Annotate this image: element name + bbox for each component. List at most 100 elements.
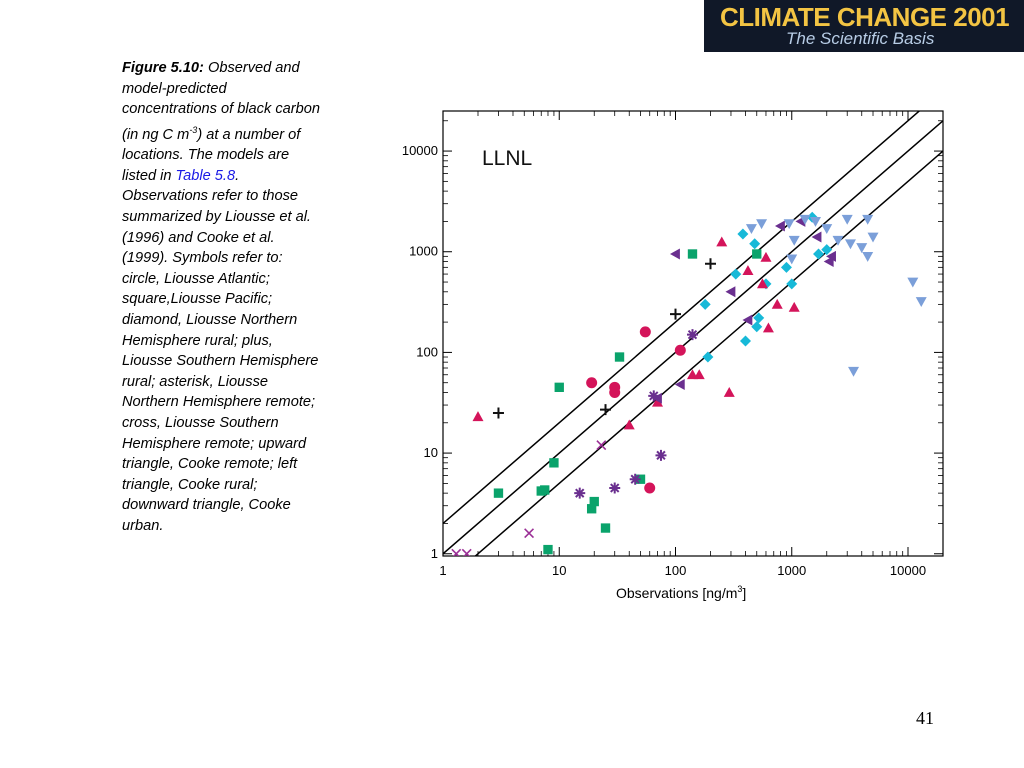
x-axis-label-sup: 3	[737, 584, 742, 594]
triangle-left-marker	[811, 231, 822, 243]
x-tick-label: 10000	[890, 563, 926, 578]
square-marker	[614, 352, 625, 362]
triangle-down-marker	[788, 235, 800, 246]
triangle-left-marker	[774, 220, 785, 232]
triangle-up-marker	[756, 278, 768, 289]
y-tick-label: 10000	[402, 143, 438, 158]
triangle-down-marker	[786, 254, 798, 265]
asterisk-marker	[629, 473, 641, 485]
square-marker	[600, 523, 611, 533]
triangle-down-marker	[756, 219, 768, 230]
square-marker	[554, 382, 564, 392]
banner-subtitle: The Scientific Basis	[786, 29, 935, 48]
cross-marker	[596, 440, 607, 451]
diamond-marker	[786, 278, 798, 290]
triangle-up-marker	[651, 396, 663, 407]
square-marker	[493, 488, 504, 498]
x-tick-label: 10	[552, 563, 566, 578]
triangle-down-marker	[907, 277, 919, 288]
square-marker	[586, 504, 597, 514]
triangle-left-marker	[725, 286, 736, 298]
diamond-marker	[730, 268, 742, 280]
diamond-marker	[780, 261, 792, 273]
y-tick-label: 1	[431, 546, 438, 561]
cross-marker	[461, 548, 472, 556]
asterisk-marker	[655, 449, 667, 461]
triangle-left-marker	[826, 250, 836, 262]
cross-marker	[451, 548, 462, 556]
triangle-down-marker	[844, 239, 856, 250]
triangle-down-marker	[862, 251, 874, 262]
diamond-marker	[751, 321, 763, 333]
triangle-left-marker	[674, 379, 685, 391]
diamond-marker	[753, 312, 765, 324]
triangle-left-marker	[670, 248, 680, 260]
table-link[interactable]: Table 5.8	[175, 167, 236, 184]
report-banner: CLIMATE CHANGE 2001 The Scientific Basis	[704, 0, 1024, 52]
caption-superscript: -3	[189, 124, 198, 135]
plot-frame	[442, 110, 944, 557]
triangle-up-marker	[742, 265, 754, 275]
triangle-down-marker	[856, 243, 868, 254]
asterisk-marker	[648, 390, 660, 402]
square-marker	[589, 496, 599, 507]
triangle-down-marker	[867, 232, 879, 243]
y-tick-label: 1000	[409, 244, 438, 259]
y-tick-label: 100	[416, 344, 438, 359]
circle-marker	[639, 326, 651, 338]
x-tick-label: 100	[665, 563, 687, 578]
chart-title: LLNL	[482, 147, 532, 170]
triangle-up-marker	[693, 369, 705, 380]
scatter-chart: 1 10 100 1000 10000 1 10 100 1000 10000 LLNL Obse…	[402, 110, 944, 601]
banner-title: CLIMATE CHANGE 2001	[720, 2, 1010, 32]
triangle-down-marker	[821, 224, 833, 235]
circle-marker	[644, 482, 656, 494]
triangle-up-marker	[771, 298, 783, 309]
figure-label: Figure 5.10:	[122, 60, 204, 76]
diamond-marker	[737, 228, 749, 240]
plus-marker	[704, 258, 716, 270]
triangle-down-marker	[799, 214, 811, 225]
asterisk-marker	[609, 482, 621, 494]
x-tick-label: 1000	[777, 563, 806, 578]
triangle-down-marker	[832, 235, 844, 246]
reference-line-1	[474, 150, 943, 556]
triangle-up-marker	[760, 251, 772, 262]
triangle-up-marker	[716, 236, 728, 247]
diamond-marker	[739, 335, 751, 347]
triangle-down-marker	[745, 224, 757, 235]
triangle-down-marker	[915, 297, 927, 308]
triangle-left-marker	[742, 314, 753, 326]
circle-marker	[586, 377, 598, 389]
cross-marker	[524, 528, 535, 539]
plus-marker	[492, 407, 504, 419]
triangle-up-marker	[762, 322, 774, 333]
triangle-down-marker	[841, 214, 853, 225]
triangle-left-marker	[651, 392, 662, 404]
x-axis-label-end: ]	[742, 585, 746, 601]
diamond-marker	[699, 298, 711, 310]
triangle-down-marker	[783, 219, 795, 230]
x-axis-label: Observations [ng/m3]	[616, 584, 746, 601]
triangle-up-marker	[623, 419, 635, 430]
diamond-marker	[813, 248, 825, 260]
figure-caption: Figure 5.10: Observed and model-predicte…	[122, 58, 324, 537]
reference-line-3	[443, 111, 921, 525]
square-marker	[543, 544, 553, 555]
square-marker	[549, 458, 559, 468]
circle-marker	[609, 386, 621, 398]
asterisk-marker	[686, 329, 698, 341]
circle-marker	[674, 344, 686, 356]
y-tick-label: 10	[424, 445, 438, 460]
triangle-down-marker	[809, 217, 821, 227]
caption-text-2: ) at a number of locations. The models a…	[122, 126, 301, 184]
triangle-up-marker	[788, 301, 800, 312]
diamond-marker	[702, 351, 714, 363]
x-axis-label-text: Observations [ng/m	[616, 585, 737, 601]
x-tick-label: 1	[439, 563, 446, 578]
plus-marker	[670, 308, 682, 320]
triangle-down-marker	[848, 366, 860, 377]
square-marker	[752, 249, 762, 259]
square-marker	[540, 485, 550, 495]
page-number: 41	[916, 708, 934, 728]
